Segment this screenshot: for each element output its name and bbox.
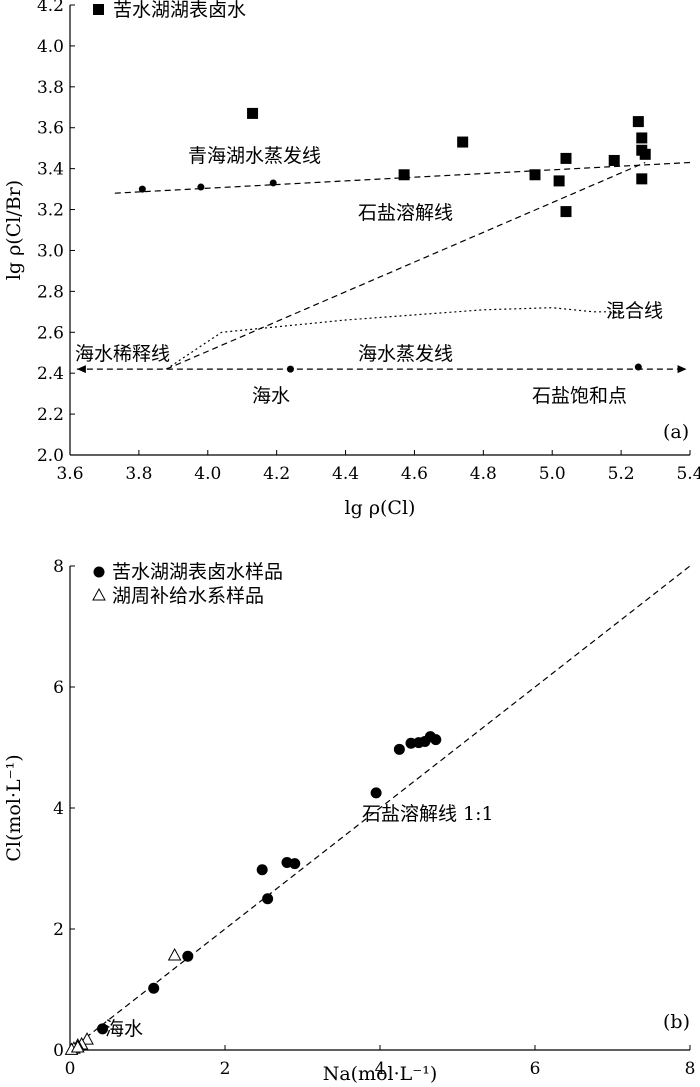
reference-point [634, 363, 642, 371]
x-tick-label: 4 [375, 1059, 386, 1079]
y-tick-label: 2 [53, 920, 64, 940]
panel-a-data-points [247, 107, 651, 218]
panel-b-reference-lines [69, 565, 691, 1051]
y-tick-label: 2.2 [37, 405, 64, 425]
x-tick-label: 5.2 [608, 464, 635, 484]
x-tick-label: 3.6 [56, 464, 83, 484]
annotation-halite-line-1-1: 石盐溶解线 1:1 [362, 803, 494, 825]
arrowhead-right [677, 365, 687, 374]
data-point-square [560, 206, 572, 218]
panel-b-y-axis-label: Cl(mol·L⁻¹) [3, 754, 25, 861]
reference-point [269, 179, 277, 187]
x-tick-label: 4.2 [263, 464, 290, 484]
x-tick-label: 4.8 [470, 464, 497, 484]
reference-line-4 [166, 307, 622, 370]
x-tick-label: 3.8 [125, 464, 152, 484]
x-tick-label: 6 [530, 1059, 541, 1079]
panel-b-label: (b) [663, 1011, 690, 1033]
y-tick-label: 3.4 [37, 160, 64, 180]
y-tick-label: 2.4 [37, 364, 64, 384]
annotation-seawater-point: 海水 [252, 385, 290, 407]
data-point-square [608, 154, 620, 166]
arrowhead-left [76, 365, 86, 374]
panel-a-reference-points [138, 179, 642, 373]
panel-b-legend-circle-marker [93, 566, 105, 578]
x-tick-label: 4.4 [332, 464, 359, 484]
y-tick-label: 2.0 [37, 446, 64, 466]
data-point-triangle [167, 947, 182, 961]
x-tick-label: 5.0 [539, 464, 566, 484]
panel-b-data-points [64, 731, 442, 1055]
y-tick-label: 2.8 [37, 282, 64, 302]
panel-b-x-axis-label: Na(mol·L⁻¹) [323, 1063, 438, 1085]
panel-a-legend-label: 苦水湖湖表卤水 [113, 0, 246, 21]
y-tick-label: 4 [53, 799, 64, 819]
panel-a-label: (a) [663, 421, 689, 443]
annotation-halite-saturation-point: 石盐饱和点 [532, 385, 627, 407]
data-point-circle [262, 893, 274, 905]
y-tick-label: 3.2 [37, 201, 64, 221]
x-tick-label: 2 [220, 1059, 231, 1079]
reference-line-1 [69, 565, 691, 1051]
annotation-seawater-dilution-line: 海水稀释线 [75, 343, 170, 365]
y-tick-label: 3.0 [37, 241, 64, 261]
y-tick-label: 4.2 [37, 0, 64, 16]
reference-line-2 [166, 161, 646, 370]
annotation-qinghai-evaporation-line: 青海湖水蒸发线 [188, 145, 321, 167]
y-tick-label: 4.0 [37, 37, 64, 57]
panel-b-legend-triangle-marker [92, 587, 106, 601]
y-tick-label: 6 [53, 678, 64, 698]
data-point-square [529, 169, 541, 181]
annotation-halite-dissolution-line: 石盐溶解线 [358, 202, 453, 224]
data-point-square [457, 136, 469, 148]
x-tick-label: 0 [65, 1059, 76, 1079]
data-point-square [636, 173, 648, 185]
panel-b-legend-label-brine: 苦水湖湖表卤水样品 [112, 561, 283, 583]
y-tick-label: 3.6 [37, 119, 64, 139]
panel-a-legend-square-marker [93, 4, 104, 15]
x-tick-label: 8 [685, 1059, 696, 1079]
data-point-square [560, 152, 572, 164]
data-point-circle [256, 864, 268, 876]
data-point-circle [430, 734, 442, 746]
reference-point [197, 183, 205, 191]
data-point-square [247, 107, 259, 119]
panel-a-y-axis-label: lg ρ(Cl/Br) [3, 180, 25, 280]
data-point-square [636, 132, 648, 144]
data-point-triangle [70, 1039, 85, 1053]
data-point-circle [289, 858, 301, 870]
data-point-circle [182, 950, 194, 962]
data-point-square [553, 175, 565, 187]
data-point-circle [97, 1023, 109, 1035]
data-point-square [639, 148, 651, 160]
y-tick-label: 0 [53, 1041, 64, 1061]
panel-b-ticks: 0 2 4 6 8 0 2 4 6 8 [53, 557, 695, 1079]
reference-point [286, 365, 294, 373]
data-point-square [398, 169, 410, 181]
panel-a-ticks: 3.6 3.8 4.0 4.2 4.4 4.6 4.8 5.0 5.2 5.4 2.0 2.2 2.4 2… [37, 0, 700, 484]
reference-line-1 [114, 161, 691, 194]
panel-a-x-axis-label: lg ρ(Cl) [345, 497, 416, 519]
reference-point [138, 185, 146, 193]
data-point-circle [148, 982, 160, 994]
data-point-circle [393, 743, 405, 755]
panel-a-reference-lines [76, 161, 691, 374]
panel-a: 3.6 3.8 4.0 4.2 4.4 4.6 4.8 5.0 5.2 5.4 2.0 2.2 2.4 2… [3, 0, 700, 519]
annotation-mixing-line: 混合线 [606, 300, 663, 322]
y-tick-label: 3.8 [37, 78, 64, 98]
x-tick-label: 5.4 [676, 464, 700, 484]
x-tick-label: 4.6 [401, 464, 428, 484]
y-tick-label: 8 [53, 557, 64, 577]
x-tick-label: 4.0 [194, 464, 221, 484]
panel-b-legend-label-recharge: 湖周补给水系样品 [112, 585, 264, 607]
annotation-seawater-evaporation-line: 海水蒸发线 [358, 343, 453, 365]
annotation-seawater-b: 海水 [105, 1018, 143, 1040]
y-tick-label: 2.6 [37, 323, 64, 343]
data-point-square [632, 116, 644, 128]
data-point-circle [370, 787, 382, 799]
